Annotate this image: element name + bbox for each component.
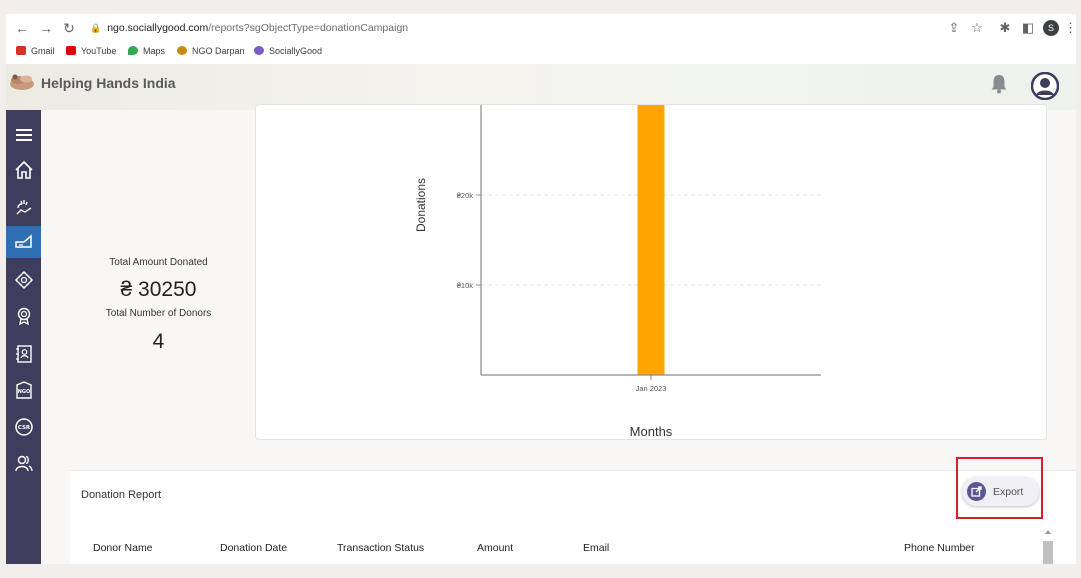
x-tick-label: Jan 2023 [636,384,667,393]
helping-hands-logo-icon [10,74,34,90]
sidebar-item-badges[interactable] [6,300,41,332]
ngo-icon: NGO [15,381,32,399]
sidebar: NGO CSR [6,110,41,564]
campaign-icon [14,234,32,248]
donations-bar-chart: ₴10k ₴20k Jan 2023 Donations Months [414,105,821,439]
url-field[interactable]: 🔒 ngo.sociallygood.com/reports?sgObjectTy… [90,22,408,34]
bar-jan-2023[interactable] [637,105,665,375]
donations-chart-card: ₴10k ₴20k Jan 2023 Donations Months [255,104,1047,440]
total-donors-label: Total Number of Donors [105,308,212,319]
maps-icon [128,46,138,55]
x-axis-title: Months [630,424,673,439]
more-menu-icon[interactable]: ⋮ [1064,20,1076,35]
gmail-icon [16,46,26,55]
sidebar-item-donate[interactable] [6,191,41,223]
csr-icon: CSR [14,418,33,436]
column-header-phone-number[interactable]: Phone Number [904,542,975,554]
bookmark-maps[interactable]: Maps [128,46,165,56]
ngo-darpan-icon [177,46,187,55]
share-icon[interactable]: ⇪ [948,20,960,35]
column-header-amount[interactable]: Amount [477,542,514,554]
bookmark-youtube[interactable]: YouTube [66,46,116,56]
column-header-transaction-status[interactable]: Transaction Status [337,542,425,554]
total-donors-value: 4 [152,330,165,353]
sociallygood-icon [254,46,264,55]
svg-text:CSR: CSR [17,425,30,431]
bookmark-gmail[interactable]: Gmail [16,46,55,56]
back-icon[interactable]: ← [15,20,29,36]
contacts-icon [15,345,32,363]
export-highlight-box: Export [956,457,1043,519]
url-domain: ngo.sociallygood.com [107,22,209,34]
donation-report-card: Donation Report Export Donor Name Donati… [70,457,1076,564]
menu-icon [15,129,32,141]
user-avatar[interactable] [1031,72,1059,100]
address-bar-row: ← → ↻ 🔒 ngo.sociallygood.com/reports?sgOb… [6,14,1076,44]
sidebar-item-tags[interactable] [6,264,41,296]
extensions-icon[interactable]: ✱ [999,20,1011,35]
y-tick-label: ₴10k [457,281,474,290]
browser-window: ← → ↻ 🔒 ngo.sociallygood.com/reports?sgOb… [6,14,1076,564]
sidebar-item-ngo[interactable]: NGO [6,374,41,406]
y-axis-title: Donations [414,178,428,232]
sidebar-item-menu[interactable] [6,119,41,151]
reload-icon[interactable]: ↻ [63,20,75,36]
bookmark-sociallygood[interactable]: SociallyGood [254,46,322,56]
lock-icon: 🔒 [90,23,102,33]
donation-summary: Total Amount Donated ₴ 30250 Total Numbe… [71,110,246,460]
column-header-donation-date[interactable]: Donation Date [220,542,288,554]
app-header: Helping Hands India [6,64,1076,110]
org-name: Helping Hands India [41,75,176,91]
people-icon [14,455,33,472]
y-tick-label: ₴20k [457,191,474,200]
donate-hands-icon [16,200,31,215]
bookmarks-bar: Gmail YouTube Maps NGO Darpan SociallyGo… [6,44,1076,64]
sidebar-item-home[interactable] [6,154,41,186]
report-title: Donation Report [81,489,162,501]
column-header-donor-name[interactable]: Donor Name [93,542,153,554]
sidebar-item-people[interactable] [6,447,41,479]
total-amount-value: ₴ 30250 [120,278,197,301]
export-icon [967,482,986,501]
star-icon[interactable]: ☆ [971,20,983,35]
forward-icon[interactable]: → [39,20,53,36]
bookmark-ngo-darpan[interactable]: NGO Darpan [177,46,245,56]
svg-text:NGO: NGO [17,389,30,395]
sidebar-item-contacts[interactable] [6,338,41,370]
main-content: Total Amount Donated ₴ 30250 Total Numbe… [41,104,1076,564]
sidebar-item-campaigns[interactable] [6,226,41,258]
badge-icon [17,307,30,326]
sidebar-item-csr[interactable]: CSR [6,411,41,443]
side-panel-icon[interactable]: ◧ [1021,20,1035,35]
total-amount-label: Total Amount Donated [109,257,208,268]
bell-icon[interactable] [990,74,1008,94]
tag-icon [14,270,33,290]
youtube-icon [66,46,76,55]
home-icon [14,160,33,179]
table-scrollbar[interactable] [1043,529,1053,564]
column-header-email[interactable]: Email [583,542,610,554]
export-label: Export [993,485,1024,498]
export-button[interactable]: Export [962,477,1039,506]
url-path: /reports?sgObjectType=donationCampaign [208,22,409,34]
profile-avatar[interactable]: S [1043,20,1059,36]
